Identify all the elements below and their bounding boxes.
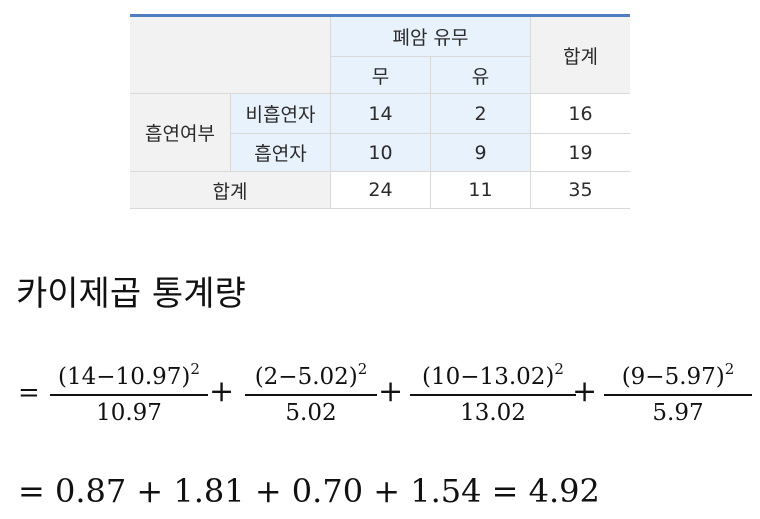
header-lung-cancer: 폐암 유무 xyxy=(330,17,530,57)
plus-sign-2: + xyxy=(378,374,404,409)
term-1-denominator: 10.97 xyxy=(96,400,162,426)
term-1-exponent: 2 xyxy=(190,360,200,378)
term-3-numerator: (10−13.02) xyxy=(422,364,555,390)
formula-term-1: (14−10.97)2 10.97 xyxy=(50,360,208,430)
header-total: 합계 xyxy=(530,17,630,94)
term-3-fraction-bar xyxy=(410,394,576,396)
term-1-numerator: (14−10.97) xyxy=(58,364,191,390)
row-label-smoker: 흡연자 xyxy=(230,134,330,172)
table-corner xyxy=(130,17,330,94)
cell-smoker-no: 10 xyxy=(330,134,430,172)
total-yes: 11 xyxy=(430,172,530,209)
plus-sign-3: + xyxy=(572,374,598,409)
term-2-fraction-bar xyxy=(245,394,377,396)
contingency-table: 폐암 유무 합계 무 유 흡연여부 비흡연자 14 2 16 흡연자 10 9 … xyxy=(130,14,630,209)
header-yes: 유 xyxy=(430,57,530,94)
total-grand: 35 xyxy=(530,172,630,209)
formula-term-4: (9−5.97)2 5.97 xyxy=(604,360,752,430)
total-no: 24 xyxy=(330,172,430,209)
term-4-fraction-bar xyxy=(604,394,752,396)
cell-nonsmoker-total: 16 xyxy=(530,94,630,134)
formula-term-3: (10−13.02)2 13.02 xyxy=(410,360,576,430)
cell-nonsmoker-no: 14 xyxy=(330,94,430,134)
row-group-smoking: 흡연여부 xyxy=(130,94,230,172)
formula-result-line: = 0.87 + 1.81 + 0.70 + 1.54 = 4.92 xyxy=(18,472,600,510)
cell-smoker-total: 19 xyxy=(530,134,630,172)
total-row-label: 합계 xyxy=(130,172,330,209)
term-4-exponent: 2 xyxy=(724,360,735,378)
term-2-numerator: (2−5.02) xyxy=(254,364,358,390)
section-heading: 카이제곱 통계량 xyxy=(16,274,246,314)
plus-sign-1: + xyxy=(209,374,235,409)
term-4-denominator: 5.97 xyxy=(652,400,704,426)
term-1-fraction-bar xyxy=(50,394,208,396)
cell-smoker-yes: 9 xyxy=(430,134,530,172)
cell-nonsmoker-yes: 2 xyxy=(430,94,530,134)
term-4-numerator: (9−5.97) xyxy=(621,364,725,390)
term-3-exponent: 2 xyxy=(554,360,564,378)
formula-equals: = xyxy=(18,378,40,408)
header-no: 무 xyxy=(330,57,430,94)
term-3-denominator: 13.02 xyxy=(460,400,526,426)
formula-term-2: (2−5.02)2 5.02 xyxy=(245,360,377,430)
term-2-exponent: 2 xyxy=(357,360,368,378)
row-label-nonsmoker: 비흡연자 xyxy=(230,94,330,134)
term-2-denominator: 5.02 xyxy=(285,400,337,426)
